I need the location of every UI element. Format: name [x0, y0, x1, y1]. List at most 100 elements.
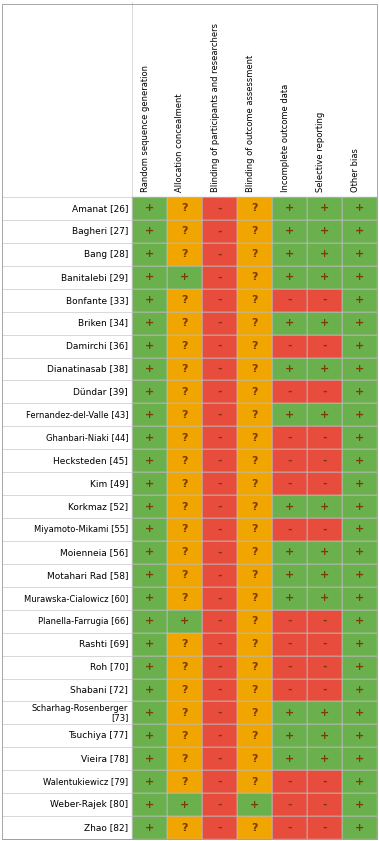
Text: -: - — [322, 777, 327, 786]
Bar — [272, 563, 307, 587]
Bar — [237, 748, 272, 770]
Bar — [132, 426, 167, 449]
Text: +: + — [320, 410, 329, 420]
Text: -: - — [217, 708, 222, 718]
Text: -: - — [217, 272, 222, 283]
Bar — [202, 518, 237, 541]
Bar — [237, 197, 272, 220]
Bar — [342, 724, 377, 748]
Bar — [307, 426, 342, 449]
Text: Blinding of outcome assessment: Blinding of outcome assessment — [246, 55, 255, 192]
Bar — [132, 449, 167, 472]
Bar — [202, 243, 237, 266]
Bar — [167, 380, 202, 404]
Bar — [132, 197, 167, 220]
Bar — [237, 541, 272, 563]
Bar — [237, 380, 272, 404]
Text: -: - — [287, 777, 292, 786]
Bar — [167, 632, 202, 656]
Bar — [202, 495, 237, 518]
Text: +: + — [145, 341, 154, 351]
Bar — [237, 724, 272, 748]
Text: ?: ? — [251, 708, 258, 718]
Bar — [237, 701, 272, 724]
Bar — [202, 266, 237, 288]
Text: ?: ? — [251, 501, 258, 511]
Text: Scharhag-Rosenberger
[73]: Scharhag-Rosenberger [73] — [32, 704, 128, 722]
Text: +: + — [320, 708, 329, 718]
Bar — [272, 449, 307, 472]
Text: Ghanbari-Niaki [44]: Ghanbari-Niaki [44] — [45, 433, 128, 442]
Bar — [342, 197, 377, 220]
Bar — [272, 243, 307, 266]
Text: Incomplete outcome data: Incomplete outcome data — [280, 84, 290, 192]
Text: ?: ? — [181, 662, 188, 672]
Bar — [167, 816, 202, 839]
Text: -: - — [287, 800, 292, 810]
Text: +: + — [145, 364, 154, 374]
Bar — [307, 357, 342, 380]
Text: -: - — [287, 295, 292, 305]
Bar — [202, 449, 237, 472]
Bar — [167, 518, 202, 541]
Text: -: - — [217, 754, 222, 764]
Bar — [132, 632, 167, 656]
Text: +: + — [355, 731, 364, 741]
Text: Bonfante [33]: Bonfante [33] — [66, 296, 128, 304]
Bar — [202, 632, 237, 656]
Bar — [307, 656, 342, 679]
Bar — [307, 518, 342, 541]
Bar — [272, 656, 307, 679]
Bar — [167, 220, 202, 243]
Text: ?: ? — [181, 410, 188, 420]
Bar — [307, 632, 342, 656]
Text: -: - — [322, 822, 327, 833]
Text: +: + — [320, 204, 329, 214]
Bar — [342, 357, 377, 380]
Text: ?: ? — [181, 341, 188, 351]
Bar — [342, 770, 377, 793]
Text: +: + — [285, 318, 294, 328]
Text: +: + — [320, 318, 329, 328]
Bar — [167, 770, 202, 793]
Text: ?: ? — [251, 226, 258, 236]
Text: +: + — [285, 570, 294, 580]
Bar — [202, 748, 237, 770]
Text: ?: ? — [251, 525, 258, 535]
Text: ?: ? — [251, 318, 258, 328]
Bar — [167, 335, 202, 357]
Text: Selective reporting: Selective reporting — [315, 112, 324, 192]
Text: -: - — [287, 639, 292, 649]
Bar — [342, 632, 377, 656]
Bar — [167, 656, 202, 679]
Text: Korkmaz [52]: Korkmaz [52] — [68, 502, 128, 511]
Text: -: - — [217, 341, 222, 351]
Bar — [132, 770, 167, 793]
Text: Damirchi [36]: Damirchi [36] — [66, 341, 128, 351]
Text: Bagheri [27]: Bagheri [27] — [72, 227, 128, 235]
Bar — [167, 197, 202, 220]
Bar — [132, 748, 167, 770]
Text: +: + — [355, 387, 364, 397]
Text: +: + — [355, 639, 364, 649]
Bar — [237, 312, 272, 335]
Bar — [272, 770, 307, 793]
Text: +: + — [355, 479, 364, 489]
Bar — [167, 266, 202, 288]
Bar — [342, 380, 377, 404]
Text: -: - — [287, 525, 292, 535]
Bar — [237, 563, 272, 587]
Text: ?: ? — [251, 479, 258, 489]
Bar — [202, 793, 237, 816]
Text: +: + — [145, 754, 154, 764]
Text: Motahari Rad [58]: Motahari Rad [58] — [47, 571, 128, 579]
Bar — [307, 220, 342, 243]
Bar — [342, 404, 377, 426]
Text: -: - — [322, 341, 327, 351]
Bar — [272, 197, 307, 220]
Text: +: + — [320, 547, 329, 558]
Text: +: + — [355, 204, 364, 214]
Text: -: - — [217, 662, 222, 672]
Text: +: + — [355, 777, 364, 786]
Text: -: - — [217, 456, 222, 466]
